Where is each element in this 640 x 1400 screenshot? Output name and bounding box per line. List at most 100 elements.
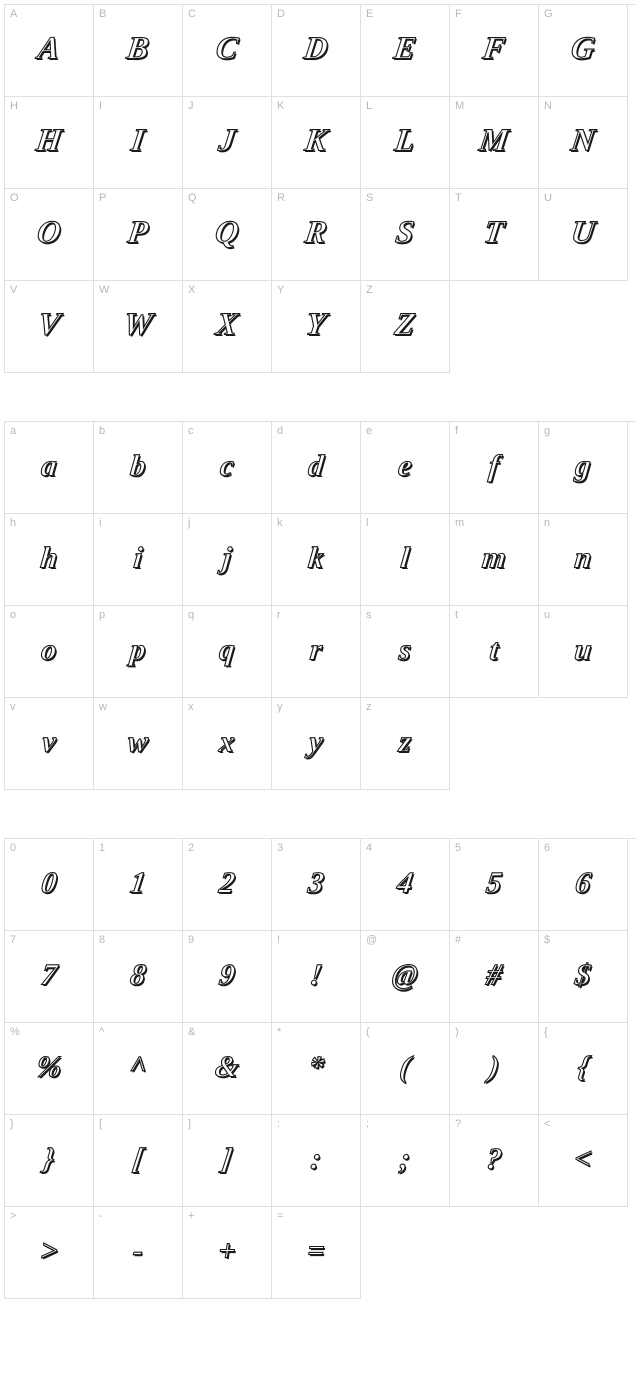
charmap-cell[interactable]: ff xyxy=(450,422,539,514)
cell-label: Y xyxy=(277,284,284,296)
charmap-cell[interactable]: && xyxy=(183,1023,272,1115)
charmap-cell[interactable]: XX xyxy=(183,281,272,373)
charmap-cell[interactable]: ++ xyxy=(183,1207,272,1299)
charmap-cell[interactable]: ]] xyxy=(183,1115,272,1207)
cell-glyph: b xyxy=(129,449,148,483)
charmap-cell[interactable]: >> xyxy=(5,1207,94,1299)
charmap-cell[interactable]: ;; xyxy=(361,1115,450,1207)
cell-glyph: T xyxy=(482,213,507,250)
charmap-cell[interactable]: 11 xyxy=(94,839,183,931)
charmap-cell[interactable]: ## xyxy=(450,931,539,1023)
charmap-cell[interactable]: AA xyxy=(5,5,94,97)
charmap-cell[interactable]: 00 xyxy=(5,839,94,931)
charmap-cell[interactable]: EE xyxy=(361,5,450,97)
charmap-cell[interactable]: oo xyxy=(5,606,94,698)
charmap-cell[interactable]: uu xyxy=(539,606,628,698)
cell-glyph: F xyxy=(481,29,508,66)
charmap-cell[interactable]: 22 xyxy=(183,839,272,931)
charmap-cell[interactable]: CC xyxy=(183,5,272,97)
charmap-cell[interactable]: vv xyxy=(5,698,94,790)
charmap-cell[interactable]: PP xyxy=(94,189,183,281)
charmap-cell[interactable]: )) xyxy=(450,1023,539,1115)
cell-glyph: 8 xyxy=(128,958,148,992)
charmap-cell[interactable]: hh xyxy=(5,514,94,606)
charmap-cell[interactable]: ll xyxy=(361,514,450,606)
charmap-cell[interactable]: aa xyxy=(5,422,94,514)
charmap-cell[interactable]: DD xyxy=(272,5,361,97)
charmap-cell[interactable]: $$ xyxy=(539,931,628,1023)
charmap-cell[interactable]: tt xyxy=(450,606,539,698)
cell-glyph: 2 xyxy=(217,866,237,900)
charmap-cell[interactable]: QQ xyxy=(183,189,272,281)
cell-label: + xyxy=(188,1210,194,1222)
charmap-cell[interactable]: JJ xyxy=(183,97,272,189)
charmap-cell[interactable]: rr xyxy=(272,606,361,698)
charmap-cell[interactable]: == xyxy=(272,1207,361,1299)
charmap-cell[interactable]: HH xyxy=(5,97,94,189)
cell-label: ) xyxy=(455,1026,459,1038)
charmap-cell[interactable]: xx xyxy=(183,698,272,790)
cell-glyph: ; xyxy=(398,1142,413,1176)
charmap-cell[interactable]: ?? xyxy=(450,1115,539,1207)
charmap-cell[interactable]: YY xyxy=(272,281,361,373)
charmap-cell[interactable]: :: xyxy=(272,1115,361,1207)
charmap-cell[interactable]: bb xyxy=(94,422,183,514)
charmap-cell[interactable]: << xyxy=(539,1115,628,1207)
charmap-cell[interactable]: %% xyxy=(5,1023,94,1115)
charmap-cell[interactable]: ZZ xyxy=(361,281,450,373)
charmap-cell[interactable]: jj xyxy=(183,514,272,606)
charmap-cell[interactable]: VV xyxy=(5,281,94,373)
charmap-cell[interactable]: 55 xyxy=(450,839,539,931)
cell-label: C xyxy=(188,8,196,20)
charmap-cell[interactable]: gg xyxy=(539,422,628,514)
charmap-cell[interactable]: BB xyxy=(94,5,183,97)
charmap-cell[interactable]: ^^ xyxy=(94,1023,183,1115)
charmap-cell[interactable]: (( xyxy=(361,1023,450,1115)
charmap-cell[interactable]: 44 xyxy=(361,839,450,931)
charmap-cell[interactable]: RR xyxy=(272,189,361,281)
charmap-cell[interactable]: ii xyxy=(94,514,183,606)
charmap-cell[interactable]: kk xyxy=(272,514,361,606)
charmap-cell[interactable]: FF xyxy=(450,5,539,97)
charmap-cell[interactable]: ss xyxy=(361,606,450,698)
charmap-cell[interactable]: NN xyxy=(539,97,628,189)
charmap-cell[interactable]: @@ xyxy=(361,931,450,1023)
charmap-cell[interactable]: 66 xyxy=(539,839,628,931)
charmap-cell[interactable]: nn xyxy=(539,514,628,606)
charmap-cell[interactable]: LL xyxy=(361,97,450,189)
charmap-cell[interactable]: !! xyxy=(272,931,361,1023)
charmap-cell[interactable]: OO xyxy=(5,189,94,281)
charmap-cell[interactable]: ** xyxy=(272,1023,361,1115)
charmap-cell[interactable]: yy xyxy=(272,698,361,790)
charmap-cell[interactable]: WW xyxy=(94,281,183,373)
charmap-cell[interactable]: pp xyxy=(94,606,183,698)
cell-label: l xyxy=(366,517,368,529)
charmap-cell[interactable]: 99 xyxy=(183,931,272,1023)
charmap-cell[interactable]: GG xyxy=(539,5,628,97)
charmap-cell[interactable]: UU xyxy=(539,189,628,281)
charmap-cell[interactable]: cc xyxy=(183,422,272,514)
charmap-cell[interactable]: ww xyxy=(94,698,183,790)
charmap-cell[interactable]: SS xyxy=(361,189,450,281)
charmap-cell[interactable]: 33 xyxy=(272,839,361,931)
charmap-cell[interactable]: zz xyxy=(361,698,450,790)
cell-glyph: g xyxy=(574,449,593,483)
charmap-cell[interactable]: II xyxy=(94,97,183,189)
charmap-cell[interactable]: mm xyxy=(450,514,539,606)
charmap-cell[interactable]: }} xyxy=(5,1115,94,1207)
cell-glyph: } xyxy=(41,1142,56,1176)
charmap-cell[interactable]: -- xyxy=(94,1207,183,1299)
charmap-cell[interactable]: TT xyxy=(450,189,539,281)
charmap-cell[interactable]: KK xyxy=(272,97,361,189)
charmap-cell[interactable]: {{ xyxy=(539,1023,628,1115)
cell-label: H xyxy=(10,100,18,112)
charmap-cell[interactable]: dd xyxy=(272,422,361,514)
charmap-cell[interactable]: 88 xyxy=(94,931,183,1023)
charmap-cell[interactable]: qq xyxy=(183,606,272,698)
charmap-cell[interactable]: ee xyxy=(361,422,450,514)
charmap-cell[interactable]: [[ xyxy=(94,1115,183,1207)
cell-label: u xyxy=(544,609,550,621)
charmap-cell[interactable]: MM xyxy=(450,97,539,189)
charmap-cell[interactable]: 77 xyxy=(5,931,94,1023)
cell-glyph: Z xyxy=(393,305,418,342)
